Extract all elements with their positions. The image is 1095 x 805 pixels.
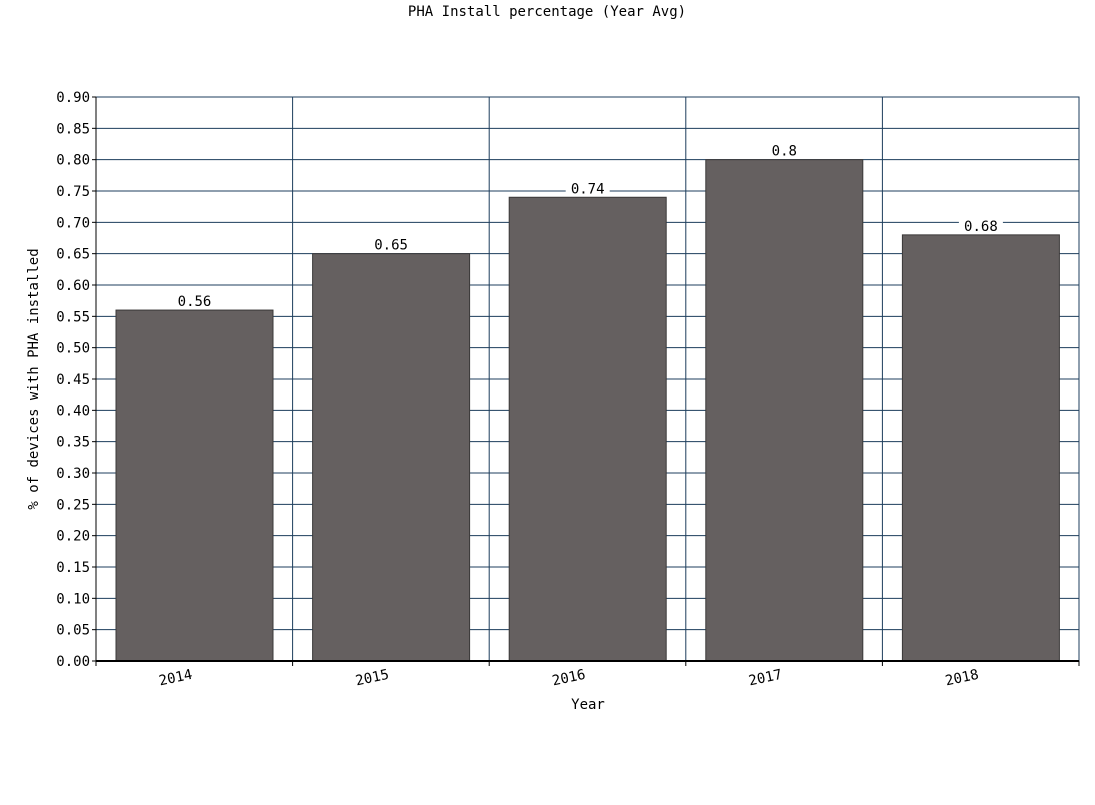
value-label-bg — [958, 217, 1003, 234]
y-tick-label: 0.55 — [56, 309, 90, 325]
y-tick-label: 0.35 — [56, 435, 90, 451]
x-tick-label: 2017 — [747, 667, 783, 690]
y-tick-label: 0.30 — [56, 466, 90, 482]
y-tick-label: 0.50 — [56, 341, 90, 357]
value-labels: 0.56 0.65 0.74 0.8 0.68 — [172, 142, 1003, 310]
y-tick-label: 0.40 — [56, 403, 90, 419]
y-tick-label: 0.00 — [56, 654, 90, 670]
bar-2014 — [115, 309, 274, 662]
y-tick-label: 0.65 — [56, 247, 90, 263]
y-tick-label: 0.45 — [56, 372, 90, 388]
x-axis-label: Year — [571, 697, 605, 713]
y-tick-label: 0.75 — [56, 184, 90, 200]
x-tick-label: 2018 — [944, 667, 980, 690]
y-tick-label: 0.60 — [56, 278, 90, 294]
x-tick-label: 2016 — [551, 667, 587, 690]
value-label: 0.8 — [772, 144, 797, 160]
y-tick-label: 0.15 — [56, 560, 90, 576]
y-tick-label: 0.80 — [56, 153, 90, 169]
y-tick-label: 0.90 — [56, 90, 90, 106]
axes — [92, 96, 1080, 666]
y-tick-label: 0.85 — [56, 121, 90, 137]
y-tick-labels: 0.00 0.05 0.10 0.15 0.20 0.25 0.30 0.35 0.40 0.45… — [56, 90, 90, 670]
bar-2015 — [312, 253, 471, 662]
value-label-bg — [766, 142, 802, 159]
x-tick-label: 2014 — [158, 667, 194, 690]
bar-2018 — [901, 234, 1060, 662]
bar-2016 — [508, 196, 667, 662]
y-tick-label: 0.20 — [56, 529, 90, 545]
x-tick-labels: 2014 2015 2016 2017 2018 — [158, 667, 981, 690]
y-tick-label: 0.70 — [56, 215, 90, 231]
y-tick-label: 0.10 — [56, 591, 90, 607]
y-axis-label: % of devices with PHA installed — [26, 248, 42, 509]
y-tick-label: 0.25 — [56, 497, 90, 513]
chart-title: PHA Install percentage (Year Avg) — [408, 4, 686, 20]
value-label-bg — [565, 180, 610, 197]
bar-2017 — [705, 159, 864, 662]
value-label: 0.74 — [571, 181, 605, 197]
value-label-bg — [369, 236, 414, 253]
x-tick-label: 2015 — [354, 667, 390, 690]
value-label: 0.68 — [964, 219, 998, 235]
value-label: 0.65 — [374, 238, 408, 254]
value-label-bg — [172, 293, 217, 310]
bars — [115, 159, 1060, 662]
y-tick-label: 0.05 — [56, 623, 90, 639]
value-label: 0.56 — [178, 294, 212, 310]
